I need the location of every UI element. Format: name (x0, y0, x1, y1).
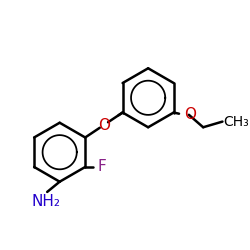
Text: CH₃: CH₃ (224, 114, 249, 128)
Text: F: F (98, 160, 106, 174)
Text: O: O (184, 107, 196, 122)
Text: NH₂: NH₂ (32, 194, 60, 209)
Text: O: O (98, 118, 110, 132)
